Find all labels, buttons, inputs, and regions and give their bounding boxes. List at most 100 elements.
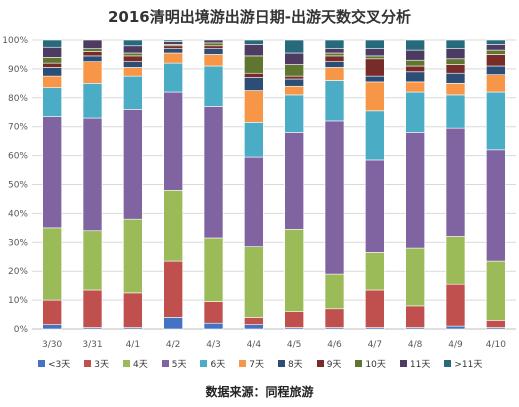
bar-segment — [486, 39, 506, 45]
bar-segment — [405, 247, 425, 307]
legend-item: 10天 — [355, 357, 386, 370]
bar-segment — [324, 48, 345, 54]
bar-segment — [244, 324, 264, 330]
legend-label: 9天 — [326, 360, 342, 370]
bar-segment — [324, 55, 345, 62]
x-tick-label: 4/6 — [327, 340, 342, 350]
bar-segment — [486, 65, 506, 75]
bar-segment — [203, 301, 224, 324]
bar-segment — [405, 132, 425, 249]
y-tick-label: 50% — [8, 181, 28, 191]
bar-segment — [405, 91, 425, 133]
bar-segment — [284, 39, 304, 54]
bar-segment — [163, 260, 183, 318]
bar-segment — [365, 289, 385, 328]
bar-segment — [365, 39, 385, 49]
bar-segment — [42, 67, 62, 77]
bar-segment — [244, 90, 264, 123]
bar-segment — [163, 91, 183, 191]
bar-segment — [42, 324, 62, 330]
bar-segment — [405, 81, 425, 93]
bar-segment — [42, 75, 62, 88]
bar-segment — [203, 54, 224, 67]
bar-segment — [42, 62, 62, 68]
legend-swatch — [399, 360, 407, 367]
bar-segment — [244, 44, 264, 57]
bar-segment — [123, 292, 143, 328]
bar-segment — [42, 87, 62, 117]
y-tick-label: 100% — [2, 36, 28, 46]
legend-item: 9天 — [316, 357, 342, 370]
y-tick-label: 0% — [14, 325, 29, 335]
bar-segment — [123, 61, 143, 68]
legend-label: 8天 — [287, 360, 303, 370]
bar-segment — [486, 260, 506, 321]
bar-segment — [445, 283, 466, 327]
legend-item: 8天 — [277, 357, 303, 370]
legend-item: <3天 — [38, 357, 70, 370]
bar-segment — [203, 65, 224, 107]
bar-segment — [324, 308, 345, 328]
x-tick-label: 3/30 — [42, 340, 62, 350]
bar-segment — [123, 45, 143, 54]
legend-item: 5天 — [161, 357, 186, 370]
bar-segment — [284, 78, 304, 87]
bar-segment — [123, 55, 143, 62]
bar-segment — [163, 62, 183, 93]
bar-segment — [42, 46, 62, 58]
bar-segment — [405, 59, 425, 67]
legend-swatch — [123, 360, 131, 367]
bar-segment — [486, 74, 506, 93]
bar-segment — [42, 116, 62, 229]
bar-segment — [244, 156, 264, 247]
legend-item: 4天 — [123, 357, 148, 370]
legend-swatch — [161, 360, 169, 367]
bar-segment — [163, 52, 183, 64]
bar-segment — [365, 159, 385, 253]
x-tick-label: 4/3 — [206, 340, 220, 350]
bar-segment — [42, 39, 62, 48]
y-tick-label: 40% — [8, 209, 28, 219]
bar-segment — [445, 39, 466, 49]
bar-segment — [324, 52, 345, 57]
x-tick-label: 4/4 — [247, 340, 262, 350]
bar-segment — [324, 39, 345, 49]
legend-swatch — [316, 360, 324, 367]
bar-segment — [405, 305, 425, 328]
bar-segment — [123, 67, 143, 77]
bar-segment — [365, 55, 385, 60]
bar-segment — [445, 83, 466, 96]
bar-segment — [163, 45, 183, 49]
source-note: 数据来源：同程旅游 — [205, 385, 314, 399]
legend-label: 3天 — [94, 360, 110, 370]
bar-segment — [284, 229, 304, 312]
bar-segment — [123, 39, 143, 47]
bar-segment — [284, 75, 304, 80]
x-tick-label: 4/2 — [166, 340, 180, 350]
legend-item: >11天 — [444, 357, 482, 370]
y-tick-label: 30% — [8, 238, 28, 248]
bar-segment — [445, 72, 466, 84]
y-tick-label: 80% — [8, 94, 28, 104]
bar-segment — [123, 75, 143, 110]
bar-segment — [486, 149, 506, 262]
bar-segment — [365, 75, 385, 83]
bar-segment — [82, 83, 103, 119]
bar-segment — [486, 91, 506, 151]
bar-segment — [82, 39, 103, 49]
bar-segment — [284, 311, 304, 328]
legend-swatch — [239, 360, 247, 367]
bar-segment — [203, 48, 224, 55]
bar-segment — [123, 218, 143, 294]
bar-segment — [163, 41, 183, 45]
x-tick-label: 4/5 — [287, 340, 301, 350]
bar-segment — [445, 94, 466, 129]
legend-swatch — [38, 360, 45, 367]
legend-swatch — [355, 360, 363, 367]
y-tick-label: 20% — [8, 267, 28, 277]
bar-segment — [42, 299, 62, 325]
legend-label: 10天 — [365, 360, 386, 370]
legend-item: 7天 — [239, 357, 264, 370]
bar-segment — [445, 64, 466, 74]
